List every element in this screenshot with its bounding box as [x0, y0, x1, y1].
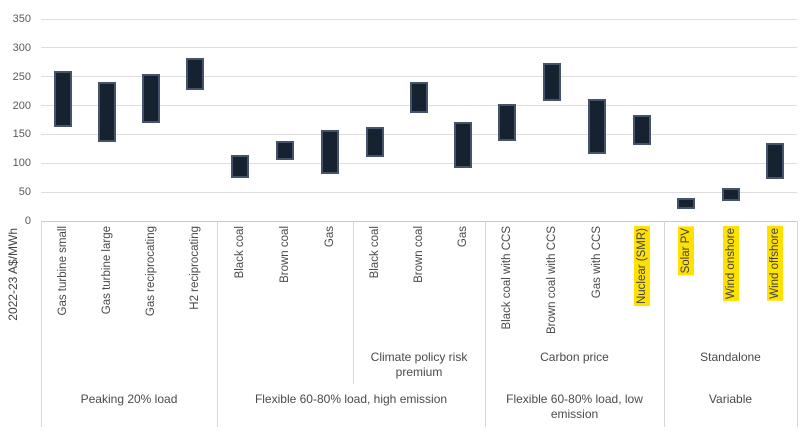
- y-tick-label-50: 50: [18, 186, 31, 199]
- subgroup-label-carbon-price: Carbon price: [540, 350, 609, 364]
- category-divider-5: [797, 221, 798, 427]
- y-tick-label-200: 200: [12, 99, 31, 112]
- bar-gas-with-ccs: [587, 98, 606, 155]
- category-label-solar-pv: Solar PV: [678, 226, 695, 276]
- group-label-flexible-60-80-load-low-emission: Flexible 60-80% load, low emission: [506, 392, 643, 421]
- y-tick-label-150: 150: [12, 128, 31, 141]
- y-tick-label-100: 100: [12, 157, 31, 170]
- group-label-flexible-60-80-load-high-emission: Flexible 60-80% load, high emission: [254, 392, 448, 406]
- bar-black-coal: [230, 155, 249, 179]
- bar-gas: [454, 121, 472, 168]
- bar-wind-onshore: [721, 187, 740, 201]
- group-label-peaking-20-load: Peaking 20% load: [80, 392, 178, 406]
- gridline-0: [41, 220, 797, 222]
- category-label-black-coal: Black coal: [369, 226, 381, 279]
- category-label-black-coal-with-ccs: Black coal with CCS: [501, 226, 514, 330]
- category-label-gas: Gas: [457, 226, 469, 248]
- gridline-350: [41, 18, 797, 20]
- gridline-250: [41, 76, 797, 78]
- gridline-300: [41, 47, 797, 49]
- y-tick-label-350: 350: [12, 13, 31, 25]
- group-label-variable: Variable: [708, 392, 753, 406]
- bar-gas-turbine-large: [98, 81, 116, 142]
- bar-black-coal-with-ccs: [498, 104, 517, 142]
- category-label-gas-turbine-large: Gas turbine large: [101, 226, 113, 315]
- bar-brown-coal: [410, 81, 428, 114]
- gridline-50: [41, 191, 797, 193]
- bar-nuclear-smr: [632, 114, 651, 146]
- bar-black-coal: [366, 126, 384, 157]
- gridline-100: [41, 162, 797, 164]
- bar-gas-reciprocating: [142, 73, 160, 124]
- category-divider-0: [41, 221, 42, 427]
- bar-solar-pv: [677, 197, 696, 209]
- category-divider-2: [353, 221, 354, 384]
- bar-brown-coal: [276, 141, 294, 160]
- subgroup-label-standalone: Standalone: [700, 350, 761, 364]
- bar-gas-turbine-small: [54, 70, 72, 127]
- category-label-h2-reciprocating: H2 reciprocating: [189, 226, 201, 310]
- y-tick-label-250: 250: [12, 70, 31, 83]
- category-label-black-coal: Black coal: [233, 226, 246, 279]
- category-divider-3: [485, 221, 486, 427]
- bar-wind-offshore: [765, 143, 784, 179]
- category-label-wind-offshore: Wind offshore: [766, 226, 783, 301]
- category-label-gas-with-ccs: Gas with CCS: [590, 226, 603, 299]
- gridline-150: [41, 133, 797, 135]
- category-divider-4: [664, 221, 665, 427]
- category-label-brown-coal: Brown coal: [279, 226, 291, 283]
- y-tick-label-300: 300: [12, 41, 31, 54]
- category-label-nuclear-smr: Nuclear (SMR): [633, 226, 650, 307]
- bar-h2-reciprocating: [186, 58, 204, 90]
- category-label-gas: Gas: [324, 226, 337, 248]
- subgroup-label-climate-policy-risk-premium: Climate policy risk premium: [370, 350, 468, 379]
- category-label-wind-onshore: Wind onshore: [722, 226, 739, 301]
- category-label-brown-coal: Brown coal: [413, 226, 425, 283]
- y-tick-label-0: 0: [24, 215, 31, 227]
- bar-gas: [321, 130, 340, 175]
- category-divider-1: [217, 221, 218, 427]
- y-axis-title: 2022-23 A$/MWh: [6, 228, 20, 321]
- category-label-gas-reciprocating: Gas reciprocating: [145, 226, 157, 317]
- category-label-brown-coal-with-ccs: Brown coal with CCS: [546, 226, 559, 335]
- bar-brown-coal-with-ccs: [543, 62, 562, 101]
- category-label-gas-turbine-small: Gas turbine small: [57, 226, 69, 316]
